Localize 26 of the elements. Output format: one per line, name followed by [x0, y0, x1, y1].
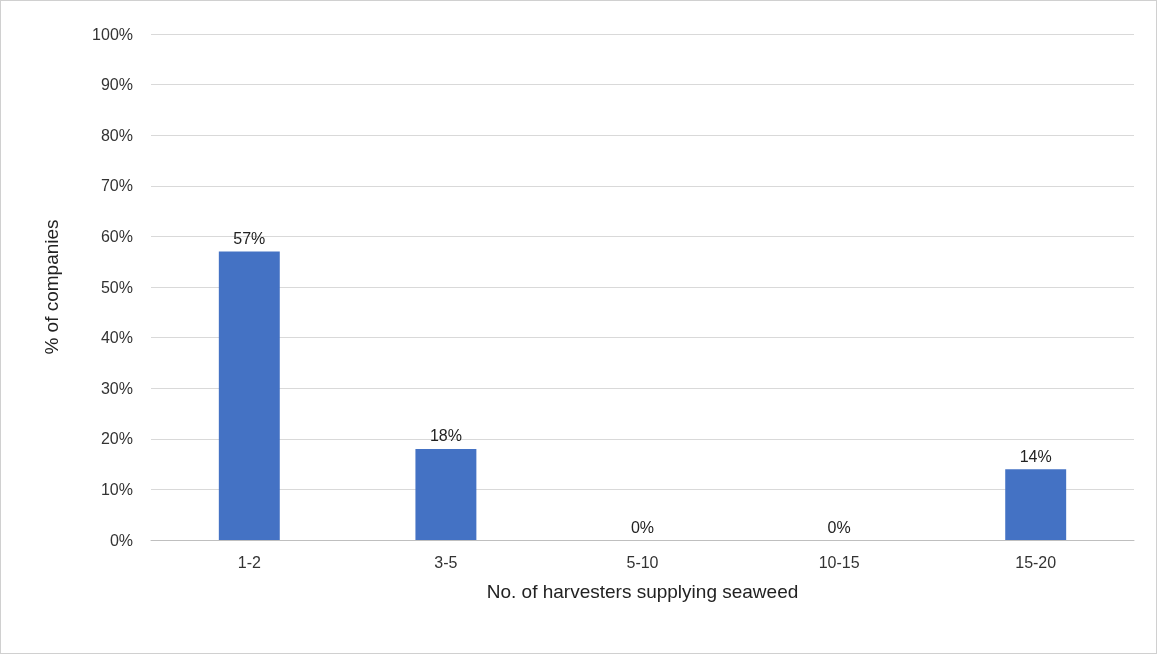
- y-tick-label: 0%: [109, 531, 133, 549]
- x-tick-label: 15-20: [1015, 553, 1057, 571]
- data-label: 0%: [630, 518, 655, 536]
- data-label: 0%: [827, 518, 851, 536]
- y-tick-label: 60%: [100, 227, 133, 245]
- x-tick-label: 5-10: [626, 553, 659, 571]
- y-tick-label: 40%: [100, 329, 133, 347]
- bar: [218, 251, 280, 540]
- x-tick-label: 10-15: [818, 553, 860, 571]
- x-axis-title: No. of harvesters supplying seaweed: [486, 581, 799, 602]
- data-label: 14%: [1019, 447, 1052, 465]
- y-tick-label: 30%: [100, 379, 133, 397]
- bar: [415, 448, 477, 540]
- y-axis-title: % of companies: [41, 219, 62, 355]
- y-tick-label: 70%: [100, 177, 133, 195]
- y-tick-label: 80%: [100, 126, 133, 144]
- x-tick-label: 1-2: [237, 553, 261, 571]
- y-tick-label: 90%: [100, 76, 133, 94]
- data-label: 57%: [233, 230, 266, 248]
- data-label: 18%: [429, 427, 462, 445]
- y-tick-label: 100%: [92, 25, 133, 43]
- y-tick-label: 50%: [100, 278, 133, 296]
- x-tick-label: 3-5: [434, 553, 458, 571]
- y-tick-label: 20%: [100, 430, 133, 448]
- y-tick-label: 10%: [100, 480, 133, 498]
- bar: [1005, 469, 1067, 540]
